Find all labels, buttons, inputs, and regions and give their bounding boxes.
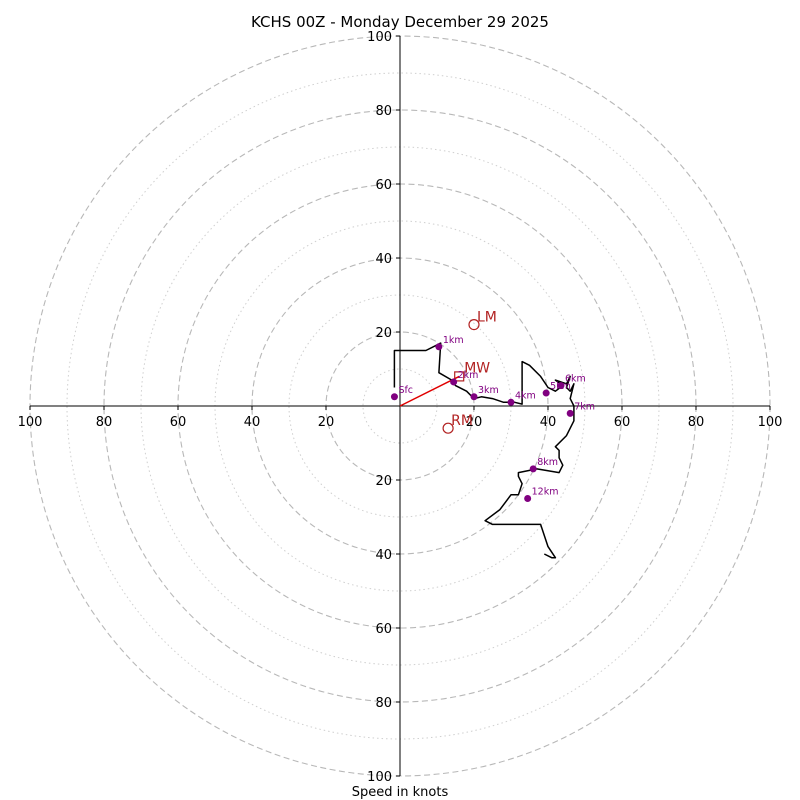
mean-wind-marker — [454, 371, 465, 382]
x-tick-label: 100 — [758, 415, 783, 430]
y-tick-label: 40 — [375, 548, 392, 563]
height-marker — [390, 393, 398, 401]
mean-wind-label: MW — [464, 360, 490, 376]
y-tick-label: 80 — [375, 104, 392, 119]
x-tick-label: 60 — [614, 415, 631, 430]
height-marker-label: 2km — [458, 370, 479, 381]
x-tick-label: 100 — [18, 415, 43, 430]
storm-motion-marker — [468, 319, 480, 331]
height-marker-label: 1km — [443, 335, 464, 346]
height-marker — [524, 495, 532, 502]
height-marker-label: 8km — [537, 457, 558, 468]
x-tick-label: 80 — [96, 415, 113, 430]
mean-wind-vector — [399, 375, 460, 407]
height-marker — [507, 398, 515, 406]
y-tick-label: 100 — [367, 770, 392, 785]
height-marker-label: 4km — [515, 390, 536, 401]
y-tick-label: 80 — [375, 696, 392, 711]
y-tick-label: 40 — [375, 252, 392, 267]
storm-motion-marker — [442, 422, 454, 434]
y-tick-label: 60 — [375, 622, 392, 637]
height-marker-label: 3km — [478, 385, 499, 396]
x-tick-label: 20 — [466, 415, 483, 430]
height-markers: Sfc1km2km3km4km5km6km7km8km12km — [390, 335, 595, 502]
storm-motion-label: RM — [451, 413, 473, 429]
tick-labels: 100 100 80 80 60 60 40 40 20 20 20 20 40 40 60 60 80 80 10… — [18, 30, 783, 785]
height-marker — [557, 382, 565, 390]
height-marker — [529, 465, 537, 473]
height-marker-label: 12km — [532, 487, 559, 498]
x-tick-label: 60 — [170, 415, 187, 430]
x-tick-label: 20 — [318, 415, 335, 430]
y-tick-label: 20 — [375, 474, 392, 489]
height-marker — [470, 393, 478, 401]
y-tick-label: 100 — [367, 30, 392, 45]
y-tick-label: 20 — [375, 326, 392, 341]
storm-motion-label: LM — [477, 310, 497, 326]
height-marker — [435, 343, 443, 351]
chart-title: KCHS 00Z - Monday December 29 2025 — [251, 13, 549, 31]
height-marker-label: Sfc — [398, 385, 413, 396]
x-axis-label: Speed in knots — [352, 785, 449, 800]
height-marker-label: 7km — [574, 401, 595, 412]
height-marker — [566, 409, 574, 417]
x-tick-label: 40 — [540, 415, 557, 430]
x-tick-label: 40 — [244, 415, 261, 430]
height-marker — [542, 389, 550, 397]
storm-motion-markers: MW LM RM — [399, 310, 497, 434]
height-marker-label: 6km — [565, 374, 586, 385]
y-tick-label: 60 — [375, 178, 392, 193]
height-marker — [450, 378, 458, 386]
x-tick-label: 80 — [688, 415, 705, 430]
